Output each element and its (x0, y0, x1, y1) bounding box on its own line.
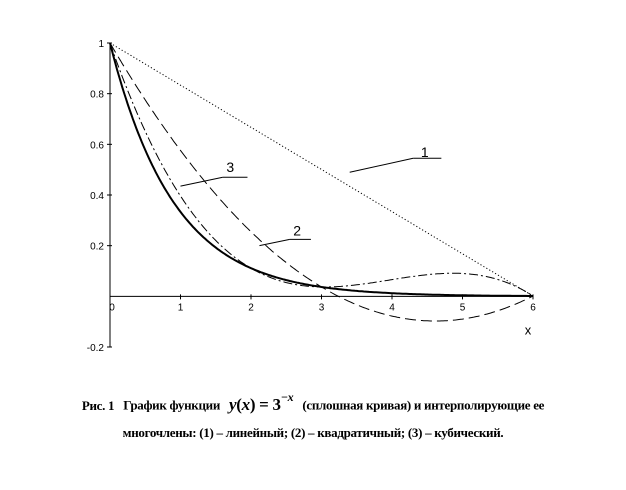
series-line-2 (109, 42, 534, 322)
x-tick-label: 1 (178, 302, 184, 313)
x-tick-label: 5 (460, 302, 466, 313)
axes: 0 1 2 3 4 5 6 -0.2 0.2 0.4 0.6 0.8 1 x (87, 39, 536, 354)
x-tick-label: 6 (530, 302, 536, 313)
curves (109, 42, 534, 322)
curve-labels: 1 2 3 (180, 144, 442, 247)
y-tick-label: 0.6 (90, 140, 104, 151)
x-axis-label: x (525, 322, 532, 337)
curve-label-2: 2 (293, 223, 301, 239)
y-tick-label: 0.4 (90, 191, 104, 202)
figure-caption-line-2: многочлены: (1) – линейный; (2) – квадра… (122, 425, 504, 440)
x-tick-label: 4 (389, 302, 395, 313)
y-tick-label: 0.8 (90, 90, 104, 101)
formula-y: y (229, 394, 237, 414)
caption-formula: y(x) = 3−x (229, 390, 294, 414)
formula-lparen: ( (236, 394, 242, 414)
x-tick-label: 0 (109, 302, 115, 313)
label-leader-1 (349, 157, 414, 173)
formula-exponent: −x (280, 390, 294, 404)
formula-rhs: = 3 (255, 394, 281, 414)
x-tick-label: 2 (248, 302, 254, 313)
y-tick-label: -0.2 (87, 343, 105, 354)
curve-label-3: 3 (226, 159, 234, 175)
formula-rparen: ) (249, 394, 256, 414)
caption-title: График функции (123, 397, 221, 413)
series-line-exact (109, 42, 533, 297)
label-leader-3 (180, 176, 223, 187)
x-tick-label: 3 (319, 302, 325, 313)
curve-label-1: 1 (421, 144, 429, 160)
figure-number: Рис. 1 (81, 397, 115, 413)
formula-x: x (241, 394, 251, 414)
label-leader-2 (259, 238, 290, 247)
caption-rest: (сплошная кривая) и интерполирующие ее (302, 397, 545, 413)
figure-caption-line-1: Рис. 1 График функции y(x) = 3−x (сплошн… (0, 390, 626, 415)
series-line-1 (109, 42, 534, 297)
function-plot: 0 1 2 3 4 5 6 -0.2 0.2 0.4 0.6 0.8 1 x 1 2 3 (87, 39, 536, 354)
y-tick-label: 1 (98, 39, 104, 50)
y-tick-label: 0.2 (90, 242, 104, 253)
